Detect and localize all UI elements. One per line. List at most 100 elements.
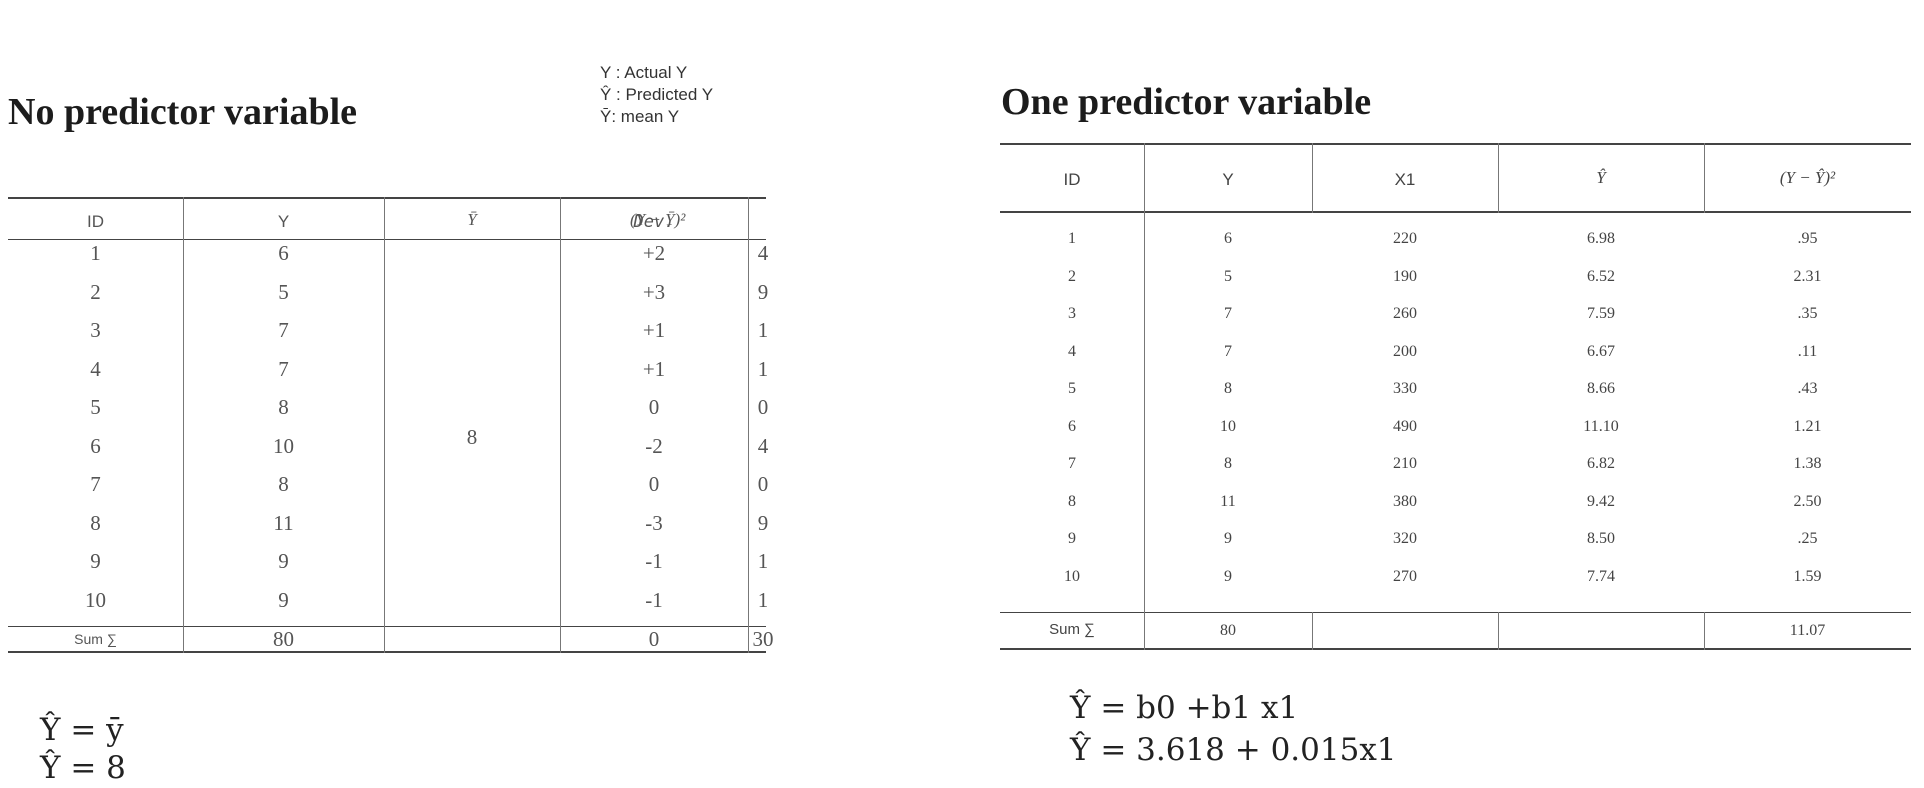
table-header-rule bbox=[1000, 211, 1911, 213]
sum-sq-residual: 11.07 bbox=[1789, 622, 1826, 639]
table-cell: 7 bbox=[278, 318, 289, 342]
table-cell: +1 bbox=[642, 356, 666, 381]
table-cell: 11 bbox=[273, 510, 294, 535]
table-cell: 7 bbox=[90, 472, 101, 496]
table-cell: 10 bbox=[1064, 567, 1080, 585]
table-cell: 9 bbox=[757, 510, 769, 535]
table-cell: 2.50 bbox=[1793, 492, 1822, 510]
table-cell: 6.67 bbox=[1587, 342, 1615, 360]
table-cell: 8 bbox=[278, 395, 289, 419]
column-divider bbox=[1312, 143, 1313, 213]
table-cell: 380 bbox=[1393, 492, 1417, 510]
table-cell: 7.59 bbox=[1587, 305, 1615, 322]
equation-mean: Ŷ = ȳ bbox=[40, 712, 124, 748]
table-cell: 10 bbox=[1220, 417, 1236, 435]
table-cell: 0 bbox=[757, 395, 769, 419]
header-y: Y bbox=[1222, 170, 1234, 189]
column-divider bbox=[1498, 612, 1499, 650]
table-cell: 1.59 bbox=[1793, 567, 1822, 585]
table-cell: 190 bbox=[1393, 267, 1417, 285]
table-cell: .43 bbox=[1797, 380, 1818, 397]
table-cell: 6.52 bbox=[1587, 267, 1615, 285]
table-cell: 9 bbox=[1224, 567, 1232, 585]
legend-predicted-y: Ŷ : Predicted Y bbox=[600, 85, 714, 104]
table-cell: 5 bbox=[90, 395, 101, 419]
sum-y: 80 bbox=[273, 627, 294, 651]
table-cell: 220 bbox=[1393, 230, 1417, 247]
legend-mean-y: Ȳ: mean Y bbox=[600, 107, 680, 126]
column-divider bbox=[1312, 612, 1313, 650]
equation-fitted: Ŷ = 3.618 + 0.015x1 bbox=[1070, 732, 1397, 768]
table-cell: 9.42 bbox=[1587, 492, 1615, 510]
table-cell: 9 bbox=[1224, 530, 1232, 547]
equation-model: Ŷ = b0 +b1 x1 bbox=[1070, 690, 1299, 726]
table-cell: 4 bbox=[1068, 342, 1076, 360]
table-cell: 6 bbox=[1068, 417, 1076, 435]
sum-dev: 0 bbox=[648, 627, 660, 651]
table-cell: -2 bbox=[645, 433, 663, 458]
table-cell: .95 bbox=[1797, 230, 1818, 247]
column-divider bbox=[748, 197, 749, 653]
table-cell: 1 bbox=[1068, 230, 1076, 247]
mean-value-cell: 8 bbox=[466, 425, 478, 449]
table-cell: 5 bbox=[1224, 267, 1232, 285]
table-cell: 10 bbox=[85, 587, 106, 612]
table-cell: 1.21 bbox=[1793, 417, 1822, 435]
sum-sq-dev: 30 bbox=[752, 627, 774, 651]
table-cell: 1 bbox=[757, 587, 769, 612]
column-divider bbox=[1704, 143, 1705, 213]
table-cell: 5 bbox=[278, 279, 289, 304]
table-cell: 0 bbox=[757, 472, 769, 496]
table-cell: 8 bbox=[90, 510, 101, 535]
table-top-rule bbox=[1000, 143, 1911, 145]
table-cell: 8 bbox=[1068, 492, 1076, 510]
table-cell: 9 bbox=[757, 279, 769, 304]
header-predicted-y: Ŷ bbox=[1596, 168, 1606, 187]
table-cell: 0 bbox=[648, 395, 660, 419]
table-cell: 6 bbox=[278, 241, 289, 265]
table-bottom-rule bbox=[1000, 648, 1911, 650]
table-cell: .35 bbox=[1797, 305, 1818, 322]
table-cell: .25 bbox=[1797, 530, 1818, 547]
table-cell: 9 bbox=[1068, 530, 1076, 547]
table-cell: 1 bbox=[757, 356, 769, 381]
table-cell: 7 bbox=[1224, 342, 1232, 360]
table-cell: .11 bbox=[1797, 342, 1818, 360]
table-cell: 3 bbox=[90, 318, 101, 342]
table-top-rule bbox=[8, 197, 766, 199]
table-cell: 10 bbox=[273, 433, 294, 458]
right-section-title: One predictor variable bbox=[1001, 81, 1372, 123]
table-cell: 2 bbox=[90, 279, 101, 304]
table-header-rule bbox=[8, 239, 766, 240]
table-sum-rule bbox=[8, 626, 766, 627]
table-cell: 9 bbox=[278, 587, 289, 612]
table-cell: 7.74 bbox=[1587, 567, 1615, 585]
table-cell: 260 bbox=[1393, 305, 1417, 322]
header-y: Y bbox=[277, 212, 290, 231]
equation-mean-value: Ŷ = 8 bbox=[40, 750, 126, 786]
header-x1: X1 bbox=[1394, 170, 1416, 189]
header-sq-residual: (Y − Ŷ)² bbox=[1779, 168, 1836, 187]
left-section-title: No predictor variable bbox=[8, 91, 357, 133]
table-cell: 7 bbox=[1068, 455, 1076, 472]
table-cell: 11 bbox=[1220, 492, 1236, 510]
table-cell: 8 bbox=[278, 472, 289, 496]
table-cell: 3 bbox=[1068, 305, 1076, 322]
table-cell: 8 bbox=[1224, 455, 1232, 472]
sum-label: Sum ∑ bbox=[1049, 621, 1095, 638]
table-cell: +2 bbox=[642, 241, 666, 265]
table-cell: 5 bbox=[1068, 380, 1076, 397]
table-cell: 4 bbox=[757, 433, 769, 458]
symbol-legend: Y : Actual Y Ŷ : Predicted Y Ȳ: mean Y bbox=[600, 62, 713, 128]
table-cell: 320 bbox=[1393, 530, 1417, 547]
legend-actual-y: Y : Actual Y bbox=[600, 63, 688, 82]
sum-label: Sum ∑ bbox=[74, 631, 117, 647]
table-cell: 6 bbox=[90, 433, 101, 458]
table-cell: +1 bbox=[642, 318, 666, 342]
table-cell: 6.82 bbox=[1587, 455, 1615, 472]
table-cell: 6.98 bbox=[1587, 230, 1615, 247]
column-divider bbox=[384, 197, 385, 653]
column-divider bbox=[1498, 143, 1499, 213]
column-divider bbox=[1704, 612, 1705, 650]
table-cell: 490 bbox=[1393, 417, 1417, 435]
